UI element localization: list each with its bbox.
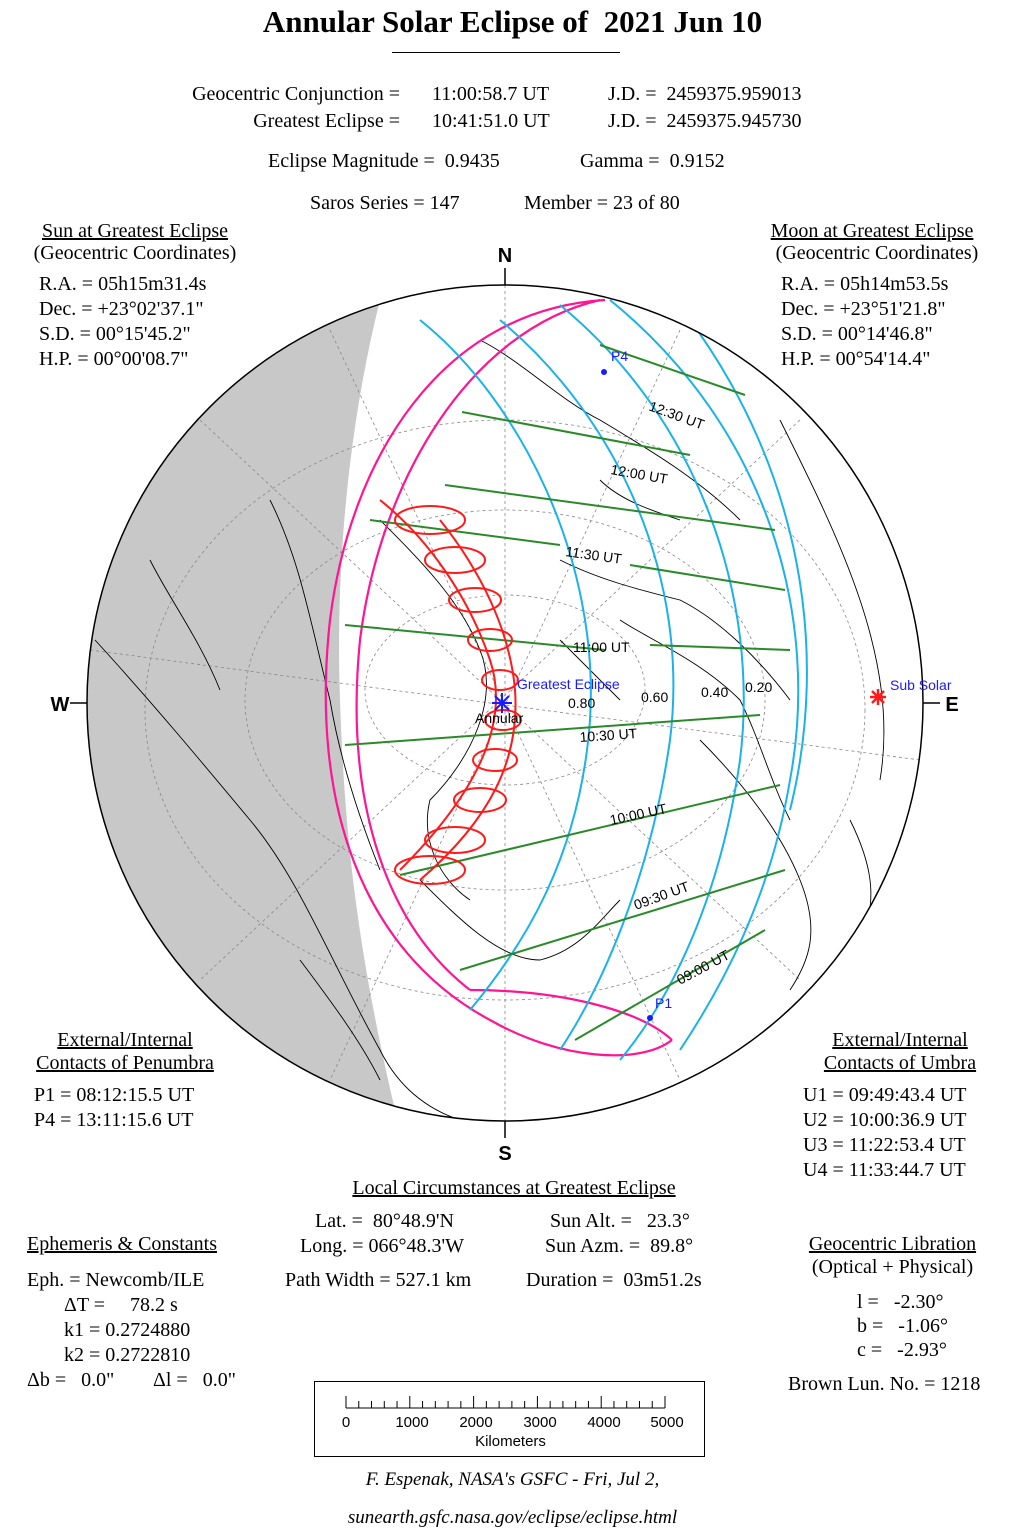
greatest-eclipse-label: Greatest Eclipse [517,676,620,692]
credit-url: sunearth.gsfc.nasa.gov/eclipse/eclipse.h… [347,1507,678,1528]
umbra-u3: U3 = 11:22:53.4 UT [803,1134,966,1156]
greatest-eclipse-jd: J.D. = 2459375.945730 [608,110,802,132]
credit-author: F. Espenak, NASA's GSFC - Fri, Jul 2, [365,1469,660,1490]
conjunction-time: 11:00:58.7 UT [432,83,550,105]
annular-path [379,499,522,885]
sun-dec: Dec. = +23°02'37.1" [39,298,204,320]
greatest-eclipse-time: 10:41:51.0 UT [432,110,550,132]
umbra-u4: U4 = 11:33:44.7 UT [803,1159,966,1181]
moon-ra: R.A. = 05h14m53.5s [781,273,949,295]
magnitude-label-060: 0.60 [641,689,668,705]
ephemeris-delta-b: Δb = 0.0" [27,1369,115,1391]
magnitude-label-080: 0.80 [568,695,595,711]
local-sun-azimuth: Sun Azm. = 89.8° [545,1235,694,1257]
moon-title: Moon at Greatest Eclipse [770,220,974,242]
penumbra-p4: P4 = 13:11:15.6 UT [34,1109,194,1131]
scale-unit-label: Kilometers [475,1433,546,1450]
sub-solar-marker [870,689,886,705]
penumbra-title-1: External/Internal [57,1029,193,1051]
compass-west: W [51,694,70,716]
ephemeris-k1: k1 = 0.2724880 [64,1319,191,1341]
scale-tick-0: 0 [341,1414,351,1431]
local-title: Local Circumstances at Greatest Eclipse [352,1177,676,1199]
libration-c: c = -2.93° [857,1339,947,1361]
page-title: Annular Solar Eclipse of 2021 Jun 10 [262,4,763,39]
compass-north: N [498,245,512,267]
magnitude-curves [419,299,808,1061]
sun-hp: H.P. = 00°00'08.7" [39,348,189,370]
local-duration: Duration = 03m51.2s [526,1269,702,1291]
saros-series: Saros Series = 147 [310,192,460,214]
scale-tick-4000: 4000 [587,1414,621,1431]
ephemeris-delta-t: ΔT = 78.2 s [64,1294,178,1316]
p1-label: P1 [655,995,672,1011]
libration-l: l = -2.30° [857,1291,944,1313]
sub-solar-label: Sub Solar [890,677,952,693]
ephemeris-k2: k2 = 0.2722810 [64,1344,191,1366]
sun-ra: R.A. = 05h15m31.4s [39,273,207,295]
libration-b: b = -1.06° [857,1315,948,1337]
moon-hp: H.P. = 00°54'14.4" [781,348,931,370]
moon-subtitle: (Geocentric Coordinates) [775,242,979,264]
annular-label: Annular [475,710,524,726]
moon-sd: S.D. = 00°14'46.8" [781,323,933,345]
local-longitude: Long. = 066°48.3'W [300,1235,464,1257]
penumbral-limits [324,298,673,1057]
umbra-title-2: Contacts of Umbra [823,1052,977,1074]
local-sun-altitude: Sun Alt. = 23.3° [550,1210,690,1232]
globe-outline [86,284,924,1122]
distance-scale: 0 1000 2000 3000 4000 5000 Kilometers [314,1381,705,1457]
time-label-1100: 11:00 UT [573,639,630,655]
greatest-eclipse-marker [492,693,512,713]
ephemeris-title: Ephemeris & Constants [27,1233,217,1255]
sun-title: Sun at Greatest Eclipse [41,220,229,242]
eclipse-magnitude: Eclipse Magnitude = 0.9435 [268,150,500,172]
scale-tick-1000: 1000 [395,1414,429,1431]
compass-south: S [498,1143,511,1165]
scale-tick-2000: 2000 [459,1414,493,1431]
p1-marker [647,1015,653,1021]
p4-label: P4 [611,348,628,364]
sun-sd: S.D. = 00°15'45.2" [39,323,191,345]
ephemeris-eph: Eph. = Newcomb/ILE [27,1269,205,1291]
compass-east: E [945,694,958,716]
scale-tick-5000: 5000 [650,1414,684,1431]
title-divider [392,52,620,53]
conjunction-jd: J.D. = 2459375.959013 [608,83,802,105]
libration-title: Geocentric Libration [808,1233,977,1255]
sun-subtitle: (Geocentric Coordinates) [33,242,237,264]
umbra-u2: U2 = 10:00:36.9 UT [803,1109,967,1131]
moon-dec: Dec. = +23°51'21.8" [781,298,946,320]
scale-tick-3000: 3000 [523,1414,557,1431]
penumbra-title-2: Contacts of Penumbra [36,1052,214,1074]
local-latitude: Lat. = 80°48.9'N [315,1210,454,1232]
time-label-1130: 11:30 UT [565,543,624,567]
scale-ruler [345,1396,666,1409]
local-path-width: Path Width = 527.1 km [285,1269,472,1291]
umbra-u1: U1 = 09:49:43.4 UT [803,1084,967,1106]
libration-subtitle: (Optical + Physical) [811,1256,974,1278]
conjunction-label: Geocentric Conjunction = [192,83,400,105]
brown-lunation-number: Brown Lun. No. = 1218 [788,1373,981,1395]
ephemeris-delta-l: Δl = 0.0" [153,1369,236,1391]
penumbra-p1: P1 = 08:12:15.5 UT [34,1084,195,1106]
night-region [87,285,395,1121]
time-lines [344,344,791,1041]
time-label-1030: 10:30 UT [579,725,638,745]
greatest-eclipse-label: Greatest Eclipse = [253,110,400,132]
magnitude-label-020: 0.20 [745,679,772,695]
umbra-title-1: External/Internal [832,1029,968,1051]
magnitude-label-040: 0.40 [701,684,728,700]
p4-marker [601,369,607,375]
gamma: Gamma = 0.9152 [580,150,725,172]
saros-member: Member = 23 of 80 [524,192,680,214]
